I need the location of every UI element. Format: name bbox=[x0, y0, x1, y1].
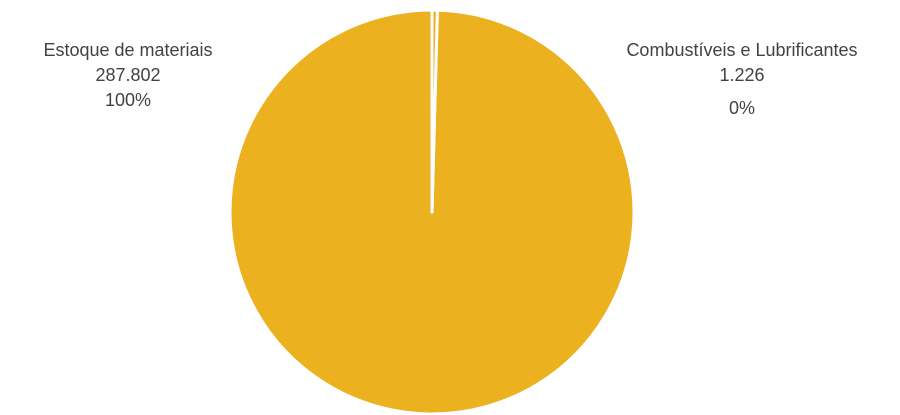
slice-label-combustiveis-name: Combustíveis e Lubrificantes bbox=[626, 40, 857, 60]
slice-label-combustiveis-value: 1.226 bbox=[719, 65, 764, 85]
slice-label-combustiveis-percent: 0% bbox=[729, 98, 755, 118]
pie-slice-combustiveis bbox=[430, 8, 439, 214]
slice-label-combustiveis: Combustíveis e Lubrificantes 1.226 0% bbox=[626, 40, 857, 118]
pie-slices bbox=[228, 8, 636, 415]
slice-label-estoque-percent: 100% bbox=[105, 90, 151, 110]
slice-label-estoque-value: 287.802 bbox=[95, 65, 160, 85]
slice-label-estoque-name: Estoque de materiais bbox=[43, 40, 212, 60]
slice-label-estoque: Estoque de materiais 287.802 100% bbox=[43, 40, 212, 110]
